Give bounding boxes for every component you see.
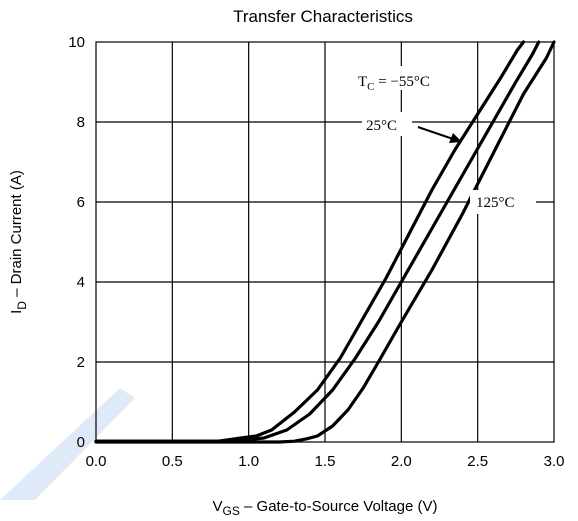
annotation-bg-25c xyxy=(362,112,412,136)
x-tick-label: 2.5 xyxy=(467,453,488,470)
x-axis-tick-labels: 0.0 0.5 1.0 1.5 2.0 2.5 3.0 xyxy=(86,453,565,470)
x-axis-label-rest: – Gate-to-Source Voltage (V) xyxy=(240,498,438,515)
x-axis-label-sub: GS xyxy=(223,504,240,518)
annotation-tc-sub: C xyxy=(367,81,374,93)
annotation-bg-tc xyxy=(326,66,476,90)
annotation-bg-125c xyxy=(470,190,536,214)
annotation-tc-rest: = −55°C xyxy=(375,74,430,90)
series-line-minus55c xyxy=(94,40,541,443)
chart-title: Transfer Characteristics xyxy=(233,7,413,26)
plot-frame xyxy=(95,41,555,443)
annotation-25c-label: 25°C xyxy=(366,118,397,134)
y-tick-label: 4 xyxy=(77,274,85,291)
x-tick-label: 0.5 xyxy=(162,453,183,470)
watermark-shape xyxy=(0,388,135,500)
x-tick-label: 1.5 xyxy=(315,453,336,470)
series-lines xyxy=(94,40,556,444)
annotation-25c-arrow-head xyxy=(449,133,462,143)
y-tick-label: 2 xyxy=(77,354,85,371)
x-tick-label: 3.0 xyxy=(544,453,565,470)
x-tick-label: 0.0 xyxy=(86,453,107,470)
x-tick-label: 2.0 xyxy=(391,453,412,470)
y-tick-label: 6 xyxy=(77,194,85,211)
x-axis-label: VGS – Gate-to-Source Voltage (V) xyxy=(213,498,438,518)
annotation-125c-label: 125°C xyxy=(476,195,515,211)
x-tick-label: 1.0 xyxy=(238,453,259,470)
annotation-25c-arrow-shaft xyxy=(417,126,457,141)
y-axis-label-sub: D xyxy=(15,301,29,310)
grid xyxy=(96,42,554,442)
x-axis-label-main: V xyxy=(213,498,223,515)
annotation-tc-label: TC = −55°C xyxy=(358,74,430,93)
series-line-125c xyxy=(94,40,556,444)
y-axis-label-rest: – Drain Current (A) xyxy=(8,170,25,301)
y-axis-tick-labels: 0 2 4 6 8 10 xyxy=(68,34,85,451)
y-axis-label: ID – Drain Current (A) xyxy=(8,170,29,314)
y-axis-label-main: I xyxy=(8,310,25,314)
y-tick-label: 8 xyxy=(77,114,85,131)
y-tick-label: 0 xyxy=(77,434,85,451)
series-line-25c xyxy=(94,40,526,443)
y-tick-label: 10 xyxy=(68,34,85,51)
annotation-tc-main: T xyxy=(358,74,367,90)
